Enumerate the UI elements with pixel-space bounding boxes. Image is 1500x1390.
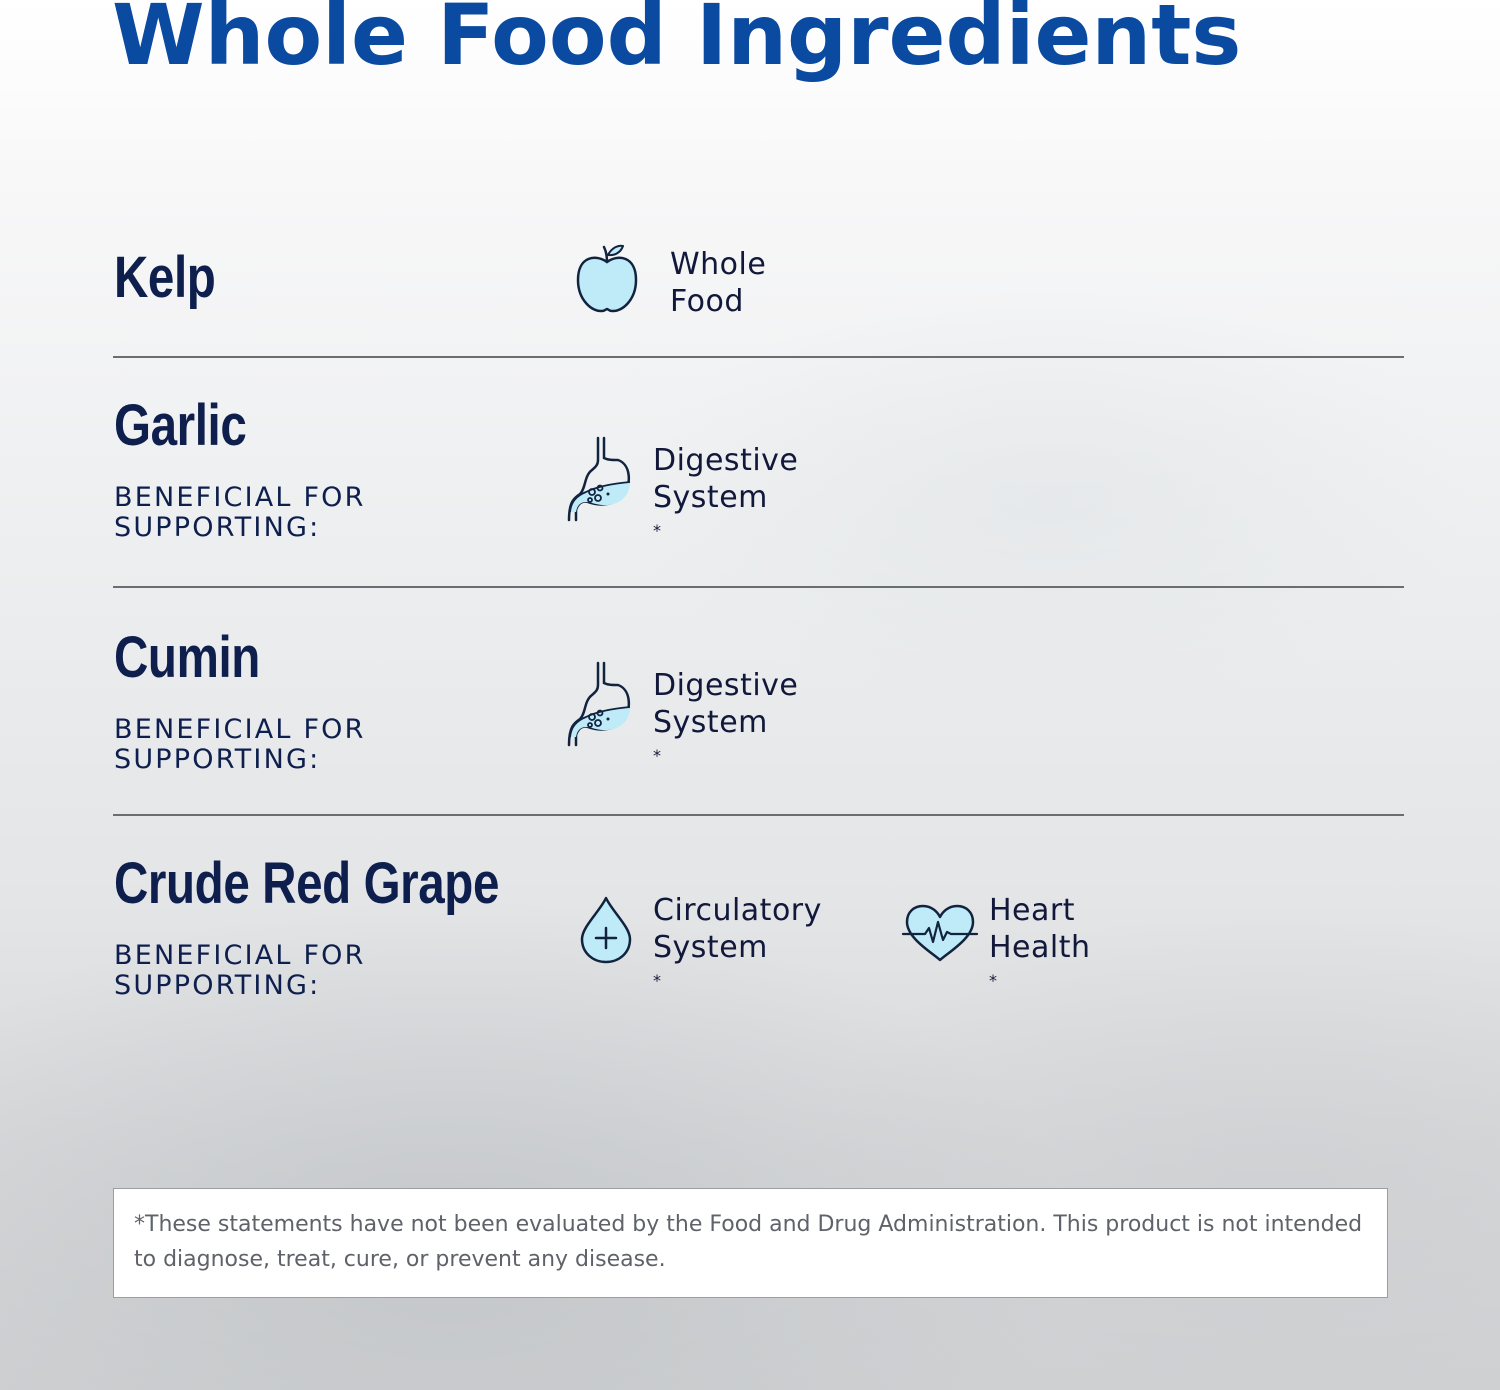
divider — [113, 356, 1404, 358]
benefit-label-whole-food: Whole Food — [670, 247, 767, 319]
ingredient-name-crude-red-grape: Crude Red Grape — [114, 851, 499, 916]
benefit-label-digestive: Digestive System * — [653, 443, 799, 540]
ingredient-name-kelp: Kelp — [114, 245, 216, 310]
apple-icon — [574, 242, 640, 314]
heartbeat-icon — [901, 902, 979, 964]
divider — [113, 814, 1404, 816]
stomach-icon — [564, 436, 634, 524]
ingredient-name-cumin: Cumin — [114, 625, 260, 690]
benefit-label-heart-health: Heart Health * — [989, 893, 1091, 990]
beneficial-for-label: BENEFICIAL FOR SUPPORTING: — [114, 482, 366, 543]
beneficial-for-label: BENEFICIAL FOR SUPPORTING: — [114, 940, 366, 1001]
divider — [113, 586, 1404, 588]
ingredient-name-garlic: Garlic — [114, 393, 247, 458]
stomach-icon — [564, 661, 634, 749]
page-title: Whole Food Ingredients — [112, 0, 1242, 84]
beneficial-for-label: BENEFICIAL FOR SUPPORTING: — [114, 714, 366, 775]
benefit-label-digestive: Digestive System * — [653, 668, 799, 765]
benefit-label-circulatory: Circulatory System * — [653, 893, 822, 990]
blood-drop-icon — [578, 895, 634, 965]
disclaimer-box: *These statements have not been evaluate… — [113, 1188, 1388, 1298]
disclaimer-text: *These statements have not been evaluate… — [134, 1212, 1363, 1272]
